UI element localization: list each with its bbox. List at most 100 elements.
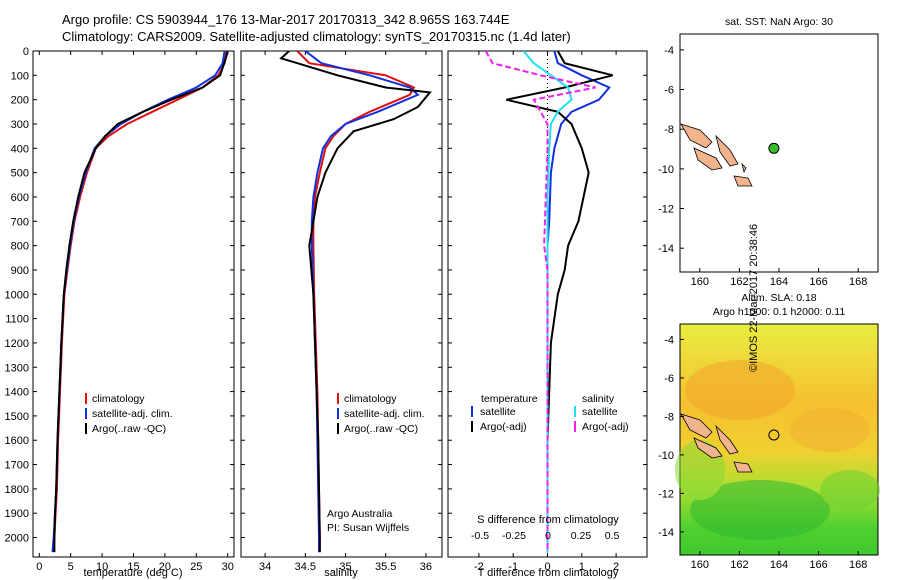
map-y-tick-label: -6 bbox=[664, 85, 674, 97]
salinity-axes bbox=[240, 50, 443, 558]
map-y-tick-label: -4 bbox=[664, 45, 674, 57]
map-x-tick-label: 166 bbox=[809, 276, 827, 288]
x2-tick: 0 bbox=[545, 530, 551, 542]
x-tick-label: 10 bbox=[96, 561, 108, 573]
sst-map-title: sat. SST: NaN Argo: 30 bbox=[725, 16, 833, 28]
map-x-tick-label: 166 bbox=[809, 559, 827, 571]
y-tick-label: 1900 bbox=[5, 508, 29, 520]
map-x-tick-label: 164 bbox=[770, 559, 788, 571]
difference-legend: temperature salinity satellite Argo(-adj… bbox=[471, 393, 629, 433]
curves bbox=[51, 51, 613, 557]
y-tick-label: 800 bbox=[11, 241, 29, 253]
y-tick-label: 1000 bbox=[5, 289, 29, 301]
y-tick-label: 700 bbox=[11, 216, 29, 228]
ticks bbox=[33, 49, 859, 557]
legend-climatology: climatology bbox=[92, 393, 145, 405]
x-tick-label: 0 bbox=[36, 561, 42, 573]
annotation-line-2: PI: Susan Wijffels bbox=[327, 522, 409, 534]
y-tick-label: 1700 bbox=[5, 460, 29, 472]
y-tick-label: 1500 bbox=[5, 411, 29, 423]
sla-map-title-1: Altim. SLA: 0.18 bbox=[741, 292, 816, 304]
x-tick-label: 15 bbox=[127, 561, 139, 573]
map-y-tick-label: -14 bbox=[658, 243, 674, 255]
map-y-tick-label: -14 bbox=[658, 527, 674, 539]
x-tick-label: 20 bbox=[159, 561, 171, 573]
imos-credit: ©IMOS 22-Mar-2017 20:38:46 bbox=[747, 223, 760, 372]
legend-temperature-title: temperature bbox=[481, 393, 538, 405]
legend-s-argo: Argo(-adj) bbox=[582, 421, 629, 433]
y-tick-label: 200 bbox=[11, 95, 29, 107]
x-tick-label: 36 bbox=[420, 561, 432, 573]
legend-climatology: climatology bbox=[344, 393, 397, 405]
map-y-tick-label: -10 bbox=[658, 450, 674, 462]
y-tick-label: 1400 bbox=[5, 387, 29, 399]
y-tick-label: 1200 bbox=[5, 338, 29, 350]
argo-position-marker bbox=[768, 142, 780, 154]
diff-x2label: S difference from climatology bbox=[477, 514, 619, 526]
y-tick-label: 600 bbox=[11, 192, 29, 204]
x-tick-label: 0 bbox=[544, 561, 550, 573]
title-line-2: Climatology: CARS2009. Satellite-adjuste… bbox=[62, 29, 571, 44]
legend-argo: Argo(..raw -QC) bbox=[92, 423, 166, 435]
x-tick-label: 34 bbox=[259, 561, 271, 573]
title-line-1: Argo profile: CS 5903944_176 13-Mar-2017… bbox=[62, 12, 510, 27]
salinity-xlabel: salinity bbox=[324, 567, 358, 579]
map-x-tick-label: 160 bbox=[691, 276, 709, 288]
y-tick-label: 100 bbox=[11, 70, 29, 82]
x-tick-label: -1 bbox=[508, 561, 518, 573]
series-line-t-argo-adj- bbox=[506, 51, 613, 553]
x-tick-label: 1 bbox=[579, 561, 585, 573]
legend-salinity-title: salinity bbox=[582, 393, 615, 405]
x-tick-label: 35.5 bbox=[375, 561, 396, 573]
x2-tick: 0.5 bbox=[605, 530, 620, 542]
map-x-tick-label: 162 bbox=[730, 559, 748, 571]
x2-tick: -0.25 bbox=[502, 530, 526, 542]
x-tick-label: 34.5 bbox=[295, 561, 316, 573]
y-tick-label: 1800 bbox=[5, 484, 29, 496]
legend-satellite: satellite-adj. clim. bbox=[92, 408, 173, 420]
sst-map-axes bbox=[679, 33, 879, 273]
series-line-s-argo-adj- bbox=[484, 51, 596, 553]
map-x-tick-label: 168 bbox=[849, 559, 867, 571]
map-y-tick-label: -8 bbox=[664, 411, 674, 423]
x2-tick: -0.5 bbox=[471, 530, 489, 542]
y-tick-label: 1600 bbox=[5, 435, 29, 447]
map-y-tick-label: -6 bbox=[664, 373, 674, 385]
diff-x2-ticks: -0.5 -0.25 0 0.25 0.5 bbox=[471, 530, 619, 542]
legend-s-satellite: satellite bbox=[582, 406, 618, 418]
annotation-line-1: Argo Australia bbox=[327, 508, 393, 520]
y-tick-label: 900 bbox=[11, 265, 29, 277]
y-tick-label: 300 bbox=[11, 119, 29, 131]
series-line-s-satellite bbox=[522, 51, 573, 553]
x-tick-label: 25 bbox=[190, 561, 202, 573]
map-y-tick-label: -8 bbox=[664, 124, 674, 136]
legend-satellite: satellite-adj. clim. bbox=[344, 408, 425, 420]
series-line-climatology bbox=[296, 51, 416, 553]
map-y-tick-label: -12 bbox=[658, 488, 674, 500]
sla-heatmap-texture bbox=[675, 360, 880, 540]
series-line-argo-raw-qc- bbox=[53, 51, 229, 553]
temperature-xlabel: temperature (deg C) bbox=[83, 567, 182, 579]
y-tick-label: 500 bbox=[11, 168, 29, 180]
map-x-tick-label: 162 bbox=[730, 276, 748, 288]
x-tick-label: -2 bbox=[474, 561, 484, 573]
series-line-satellite-adj-clim- bbox=[304, 51, 420, 553]
sla-map-title-2: Argo h1000: 0.1 h2000: 0.11 bbox=[713, 306, 845, 318]
legend-argo: Argo(..raw -QC) bbox=[344, 423, 418, 435]
x-tick-label: 2 bbox=[613, 561, 619, 573]
x2-tick: 0.25 bbox=[571, 530, 592, 542]
y-tick-label: 0 bbox=[23, 46, 29, 58]
x-tick-label: 5 bbox=[68, 561, 74, 573]
series-line-argo-raw-qc- bbox=[279, 51, 432, 553]
y-tick-label: 400 bbox=[11, 143, 29, 155]
map-y-tick-label: -12 bbox=[658, 204, 674, 216]
tick-labels: 0 5 10 15 20 25 300100200300400500600700800900… bbox=[5, 45, 868, 573]
argo-position-marker bbox=[768, 429, 780, 441]
temperature-legend: climatology satellite-adj. clim. Argo(..… bbox=[85, 393, 173, 435]
series-line-satellite-adj-clim- bbox=[51, 51, 226, 553]
map-x-tick-label: 168 bbox=[849, 276, 867, 288]
legend-t-satellite: satellite bbox=[480, 406, 516, 418]
map-y-tick-label: -4 bbox=[664, 334, 674, 346]
series-line-climatology bbox=[52, 51, 228, 553]
